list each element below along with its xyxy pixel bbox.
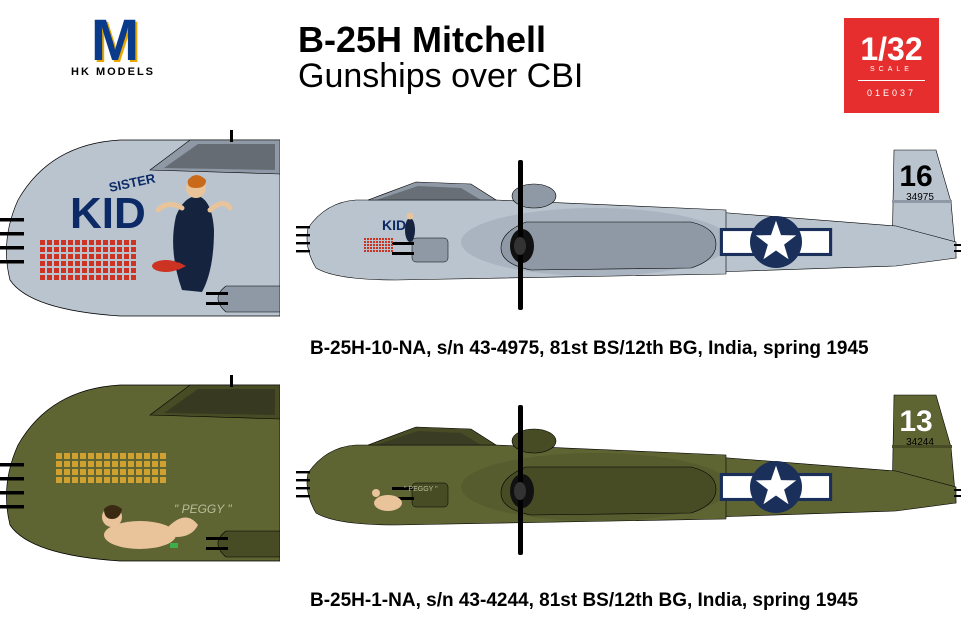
svg-text:KID: KID <box>382 217 406 233</box>
side-profile-2: 1334244 " PEGGY " <box>296 375 946 545</box>
side-profile-1: 1634975 KID <box>296 130 946 300</box>
scale-badge: 1/32 SCALE 01E037 <box>844 18 939 113</box>
svg-text:13: 13 <box>899 405 932 438</box>
logo-mark: M <box>91 18 135 64</box>
title-block: B-25H Mitchell Gunships over CBI <box>298 22 583 95</box>
nose-art-svg-1: KIDSISTER <box>0 130 280 330</box>
profile-svg-1: 1634975 KID <box>296 130 961 315</box>
scale-divider <box>858 80 925 81</box>
header: M HK MODELS B-25H Mitchell Gunships over… <box>0 0 961 120</box>
svg-text:34244: 34244 <box>906 437 934 448</box>
scale-label: SCALE <box>870 66 913 73</box>
svg-text:16: 16 <box>899 160 932 193</box>
svg-text:" PEGGY ": " PEGGY " <box>174 502 232 516</box>
nose-art-svg-2: " PEGGY " <box>0 375 280 575</box>
brand-logo: M HK MODELS <box>48 18 178 103</box>
svg-text:34975: 34975 <box>906 192 934 203</box>
profile-svg-2: 1334244 " PEGGY " <box>296 375 961 560</box>
nose-closeup-1: KIDSISTER <box>0 130 280 320</box>
caption-2: B-25H-1-NA, s/n 43-4244, 81st BS/12th BG… <box>310 590 858 612</box>
scheme-row-2: " PEGGY " 1334244 " PEGGY " <box>0 375 961 595</box>
nose-closeup-2: " PEGGY " <box>0 375 280 565</box>
title-sub: Gunships over CBI <box>298 58 583 95</box>
logo-subtext: HK MODELS <box>71 66 155 78</box>
svg-text:KID: KID <box>70 189 146 238</box>
product-code: 01E037 <box>867 88 916 98</box>
caption-1: B-25H-10-NA, s/n 43-4975, 81st BS/12th B… <box>310 338 869 360</box>
scale-fraction: 1/32 <box>860 33 922 65</box>
title-main: B-25H Mitchell <box>298 22 583 58</box>
scheme-row-1: KIDSISTER 1634975 KID <box>0 130 961 350</box>
svg-text:" PEGGY ": " PEGGY " <box>404 486 438 493</box>
